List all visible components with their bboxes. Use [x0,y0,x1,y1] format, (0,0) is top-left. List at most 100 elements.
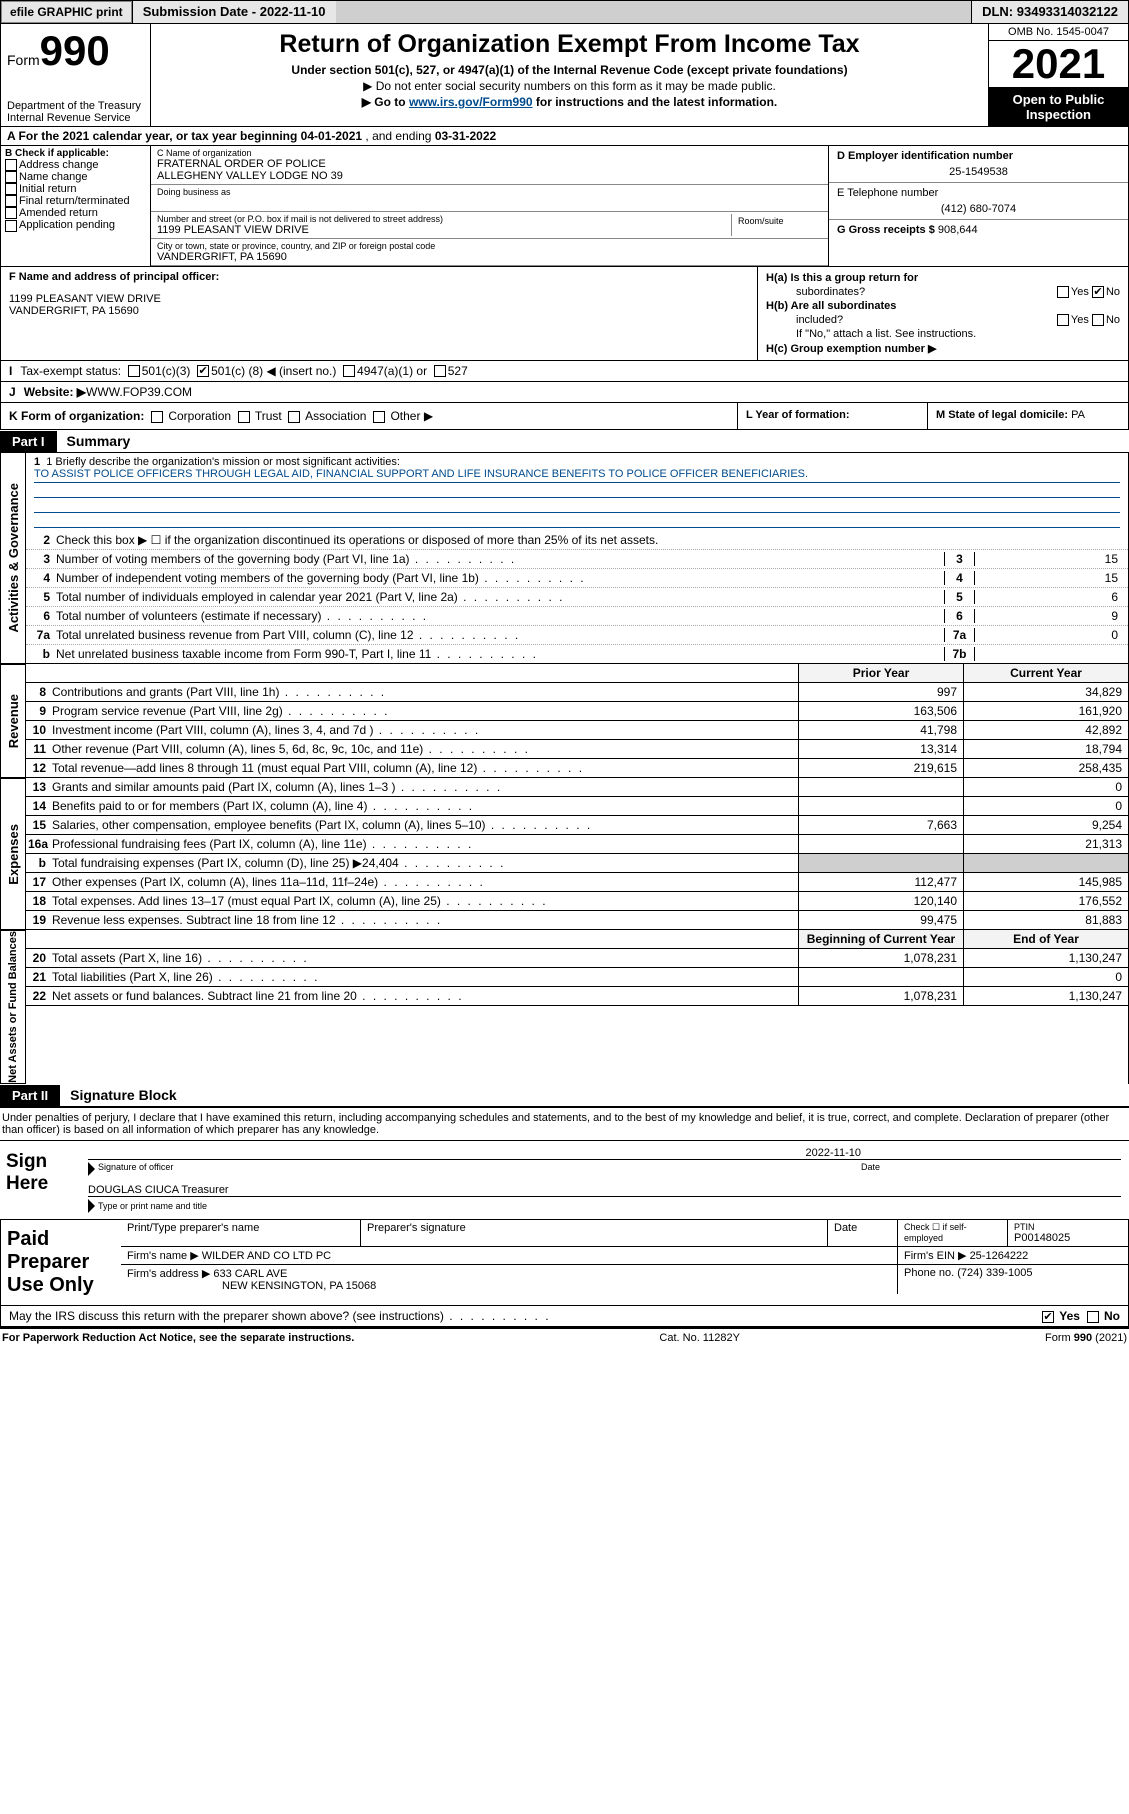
part-1-bar: Part I Summary [0,430,1129,452]
table-row: 18Total expenses. Add lines 13–17 (must … [26,892,1128,911]
table-row: 19Revenue less expenses. Subtract line 1… [26,911,1128,930]
firm-addr1: 633 CARL AVE [213,1268,287,1280]
line-1: 1 1 Briefly describe the organization's … [26,453,1128,531]
header-right: OMB No. 1545-0047 2021 Open to Public In… [988,24,1128,126]
chk-hb-no[interactable] [1092,314,1104,326]
irs-link[interactable]: www.irs.gov/Form990 [409,95,533,109]
line-6: 6Total number of volunteers (estimate if… [26,607,1128,626]
subtitle-3: ▶ Go to www.irs.gov/Form990 for instruct… [159,95,980,109]
side-expenses: Expenses [0,778,26,930]
col-b-title: B Check if applicable: [5,148,146,159]
sig-date-label: Date [861,1162,1121,1176]
sig-date-value: 2022-11-10 [88,1147,1121,1159]
subtitle-1: Under section 501(c), 527, or 4947(a)(1)… [159,63,980,77]
column-de: D Employer identification number 25-1549… [828,146,1128,266]
chk-discuss-yes[interactable] [1042,1311,1054,1323]
line-5: 5Total number of individuals employed in… [26,588,1128,607]
revenue-section: Revenue Prior Year Current Year 8Contrib… [0,664,1129,778]
net-assets-header: Beginning of Current Year End of Year [26,930,1128,949]
row-i: I Tax-exempt status: 501(c)(3) 501(c) ( … [0,361,1129,382]
line-2: 2Check this box ▶ ☐ if the organization … [26,531,1128,550]
form-title: Return of Organization Exempt From Incom… [159,30,980,59]
table-row: 9Program service revenue (Part VIII, lin… [26,702,1128,721]
org-name-2: ALLEGHENY VALLEY LODGE NO 39 [157,170,822,182]
chk-initial-return[interactable] [5,183,17,195]
chk-other[interactable] [373,411,385,423]
street-label: Number and street (or P.O. box if mail i… [157,214,731,224]
sig-officer-label: Signature of officer [98,1162,861,1176]
header-mid: Return of Organization Exempt From Incom… [151,24,988,126]
table-row: 10Investment income (Part VIII, column (… [26,721,1128,740]
chk-final-return[interactable] [5,195,17,207]
chk-trust[interactable] [238,411,250,423]
ptin-label: PTIN [1014,1222,1122,1232]
chk-527[interactable] [434,365,446,377]
signature-intro: Under penalties of perjury, I declare th… [0,1106,1129,1140]
row-h: H(a) Is this a group return for subordin… [758,267,1128,360]
table-row: 11Other revenue (Part VIII, column (A), … [26,740,1128,759]
chk-corporation[interactable] [151,411,163,423]
website-value: WWW.FOP39.COM [86,385,192,399]
chk-hb-yes[interactable] [1057,314,1069,326]
line-7a: 7aTotal unrelated business revenue from … [26,626,1128,645]
revenue-header: Prior Year Current Year [26,664,1128,683]
city-value: VANDERGRIFT, PA 15690 [157,251,822,263]
prep-name-hdr: Print/Type preparer's name [121,1220,361,1246]
prep-date-hdr: Date [828,1220,898,1246]
side-revenue: Revenue [0,664,26,778]
side-activities: Activities & Governance [0,452,26,664]
form-number: 990 [40,30,110,72]
omb-number: OMB No. 1545-0047 [989,24,1128,41]
efile-button[interactable]: efile GRAPHIC print [1,1,132,23]
chk-association[interactable] [288,411,300,423]
chk-4947[interactable] [343,365,355,377]
form-header: Form 990 Department of the Treasury Inte… [0,24,1129,127]
column-b: B Check if applicable: Address change Na… [1,146,151,266]
ein-value: 25-1549538 [837,162,1120,178]
chk-address-change[interactable] [5,159,17,171]
gross-receipts: G Gross receipts $ 908,644 [829,220,1128,240]
footer-left: For Paperwork Reduction Act Notice, see … [2,1332,354,1344]
table-row: 21Total liabilities (Part X, line 26)0 [26,968,1128,987]
table-row: 15Salaries, other compensation, employee… [26,816,1128,835]
line-7b: bNet unrelated business taxable income f… [26,645,1128,663]
suite-label: Room/suite [732,214,822,236]
chk-501c[interactable] [197,365,209,377]
side-net-assets: Net Assets or Fund Balances [0,930,26,1084]
dln-cell: DLN: 93493314032122 [971,1,1128,23]
row-j: J Website: ▶ WWW.FOP39.COM [0,382,1129,403]
page-footer: For Paperwork Reduction Act Notice, see … [0,1327,1129,1347]
fh-block: F Name and address of principal officer:… [0,266,1129,361]
chk-ha-no[interactable] [1092,286,1104,298]
subtitle-2: ▶ Do not enter social security numbers o… [159,79,980,93]
name-title-label: Type or print name and title [98,1201,207,1211]
chk-application-pending[interactable] [5,220,17,232]
topbar-fill [336,1,972,23]
phone-value: (412) 680-7074 [837,199,1120,215]
dba-label: Doing business as [157,187,822,197]
part-1-tag: Part I [0,431,57,452]
table-row: 13Grants and similar amounts paid (Part … [26,778,1128,797]
activities-section: Activities & Governance 1 1 Briefly desc… [0,452,1129,664]
table-row: bTotal fundraising expenses (Part IX, co… [26,854,1128,873]
table-row: 22Net assets or fund balances. Subtract … [26,987,1128,1006]
org-name-1: FRATERNAL ORDER OF POLICE [157,158,822,170]
chk-discuss-no[interactable] [1087,1311,1099,1323]
table-row: 14Benefits paid to or for members (Part … [26,797,1128,816]
prep-selfemp: Check ☐ if self-employed [898,1220,1008,1246]
sign-here-row: Sign Here 2022-11-10 Signature of office… [0,1140,1129,1219]
officer-name: DOUGLAS CIUCA Treasurer [88,1184,1121,1196]
row-klm: K Form of organization: Corporation Trus… [0,403,1129,430]
footer-right: Form 990 (2021) [1045,1332,1127,1344]
row-k: K Form of organization: Corporation Trus… [1,403,738,429]
chk-amended-return[interactable] [5,207,17,219]
chk-name-change[interactable] [5,171,17,183]
caret-icon [88,1199,95,1213]
submission-date-cell: Submission Date - 2022-11-10 [132,1,336,23]
line-3: 3Number of voting members of the governi… [26,550,1128,569]
tax-year: 2021 [989,41,1128,88]
chk-ha-yes[interactable] [1057,286,1069,298]
ein-label: D Employer identification number [837,150,1120,162]
chk-501c3[interactable] [128,365,140,377]
paid-preparer-label: Paid Preparer Use Only [1,1220,121,1305]
